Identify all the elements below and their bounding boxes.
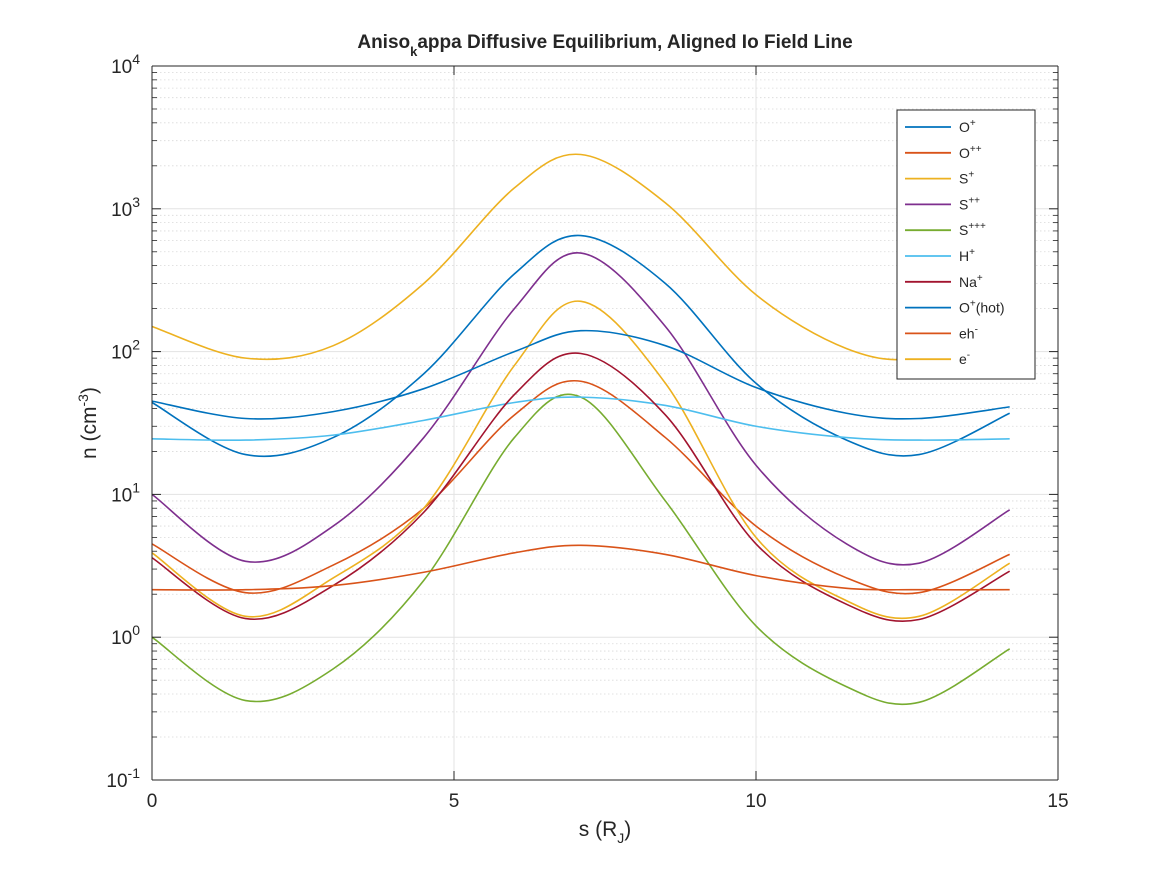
y-tick-label: 103 [111, 194, 140, 221]
y-axis-label: n (cm-3) [75, 387, 101, 459]
x-tick-labels: 0 5 10 15 [147, 791, 1069, 812]
y-tick-label: 101 [111, 479, 140, 506]
series-line-0 [151, 234, 1011, 458]
chart-title: Anisokappa Diffusive Equilibrium, Aligne… [357, 32, 852, 59]
series-line-9 [151, 153, 1010, 361]
legend-label-0: O+ [959, 118, 976, 135]
legend: O+ O++ S+ S++ S+++ H+ Na+ O+(hot) eh-e- [896, 109, 1036, 380]
series-line-6 [151, 352, 1011, 623]
series-line-2 [151, 300, 1011, 620]
y-tick-label: 100 [111, 622, 140, 649]
legend-label-3: S++ [959, 195, 980, 212]
axes-frame [151, 65, 1059, 781]
legend-label-4: S+++ [959, 221, 986, 238]
legend-items: O+ O++ S+ S++ S+++ H+ Na+ O+(hot) eh-e- [905, 118, 1005, 367]
series-line-5 [151, 396, 1010, 442]
x-tick-label: 15 [1047, 791, 1068, 812]
y-tick-labels: 10-1 100 101 102 103 104 [106, 51, 140, 792]
x-tick-label: 0 [147, 791, 158, 812]
series-line-1 [151, 379, 1010, 595]
series-line-7 [151, 329, 1010, 420]
legend-label-5: H+ [959, 247, 975, 264]
legend-label-2: S+ [959, 170, 974, 187]
legend-label-1: O++ [959, 144, 982, 161]
y-tick-label: 102 [111, 337, 140, 364]
x-tick-label: 10 [745, 791, 766, 812]
x-axis-label: s (RJ) [579, 818, 632, 846]
legend-label-9: e- [959, 350, 970, 367]
x-tick-label: 5 [449, 791, 460, 812]
minor-grid [152, 72, 1058, 738]
tick-marks [151, 65, 1059, 781]
legend-label-7: O+(hot) [959, 299, 1005, 316]
y-tick-label: 10-1 [106, 765, 140, 792]
legend-label-6: Na+ [959, 273, 983, 290]
series-line-8 [151, 544, 1010, 591]
series-layer [151, 153, 1011, 706]
series-line-3 [151, 252, 1011, 566]
y-tick-label: 104 [111, 51, 140, 78]
legend-label-8: eh- [959, 324, 978, 341]
